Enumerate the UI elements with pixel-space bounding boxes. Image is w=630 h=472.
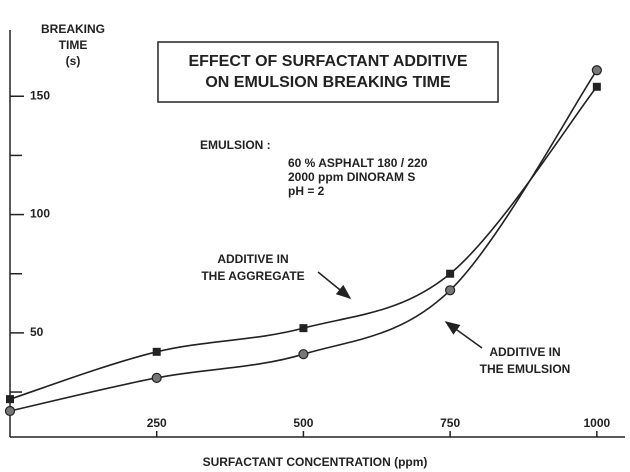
arrow <box>317 271 352 299</box>
x-label: SURFACTANT CONCENTRATION (ppm) <box>203 455 428 469</box>
point <box>445 285 456 296</box>
point <box>6 395 14 404</box>
y-label: (s) <box>66 54 81 68</box>
x-tick-label: 250 <box>147 416 167 430</box>
point <box>4 405 16 417</box>
annotation: ADDITIVE IN <box>217 252 288 266</box>
arrow <box>444 321 483 349</box>
point <box>591 65 602 76</box>
x-tick-label: 500 <box>293 416 313 430</box>
annotation: ADDITIVE IN <box>489 345 560 359</box>
x-tick-label: 1000 <box>583 416 610 430</box>
annotation: THE EMULSION <box>480 362 571 376</box>
chart-title: ON EMULSION BREAKING TIME <box>205 74 451 91</box>
chart-title: EFFECT OF SURFACTANT ADDITIVE <box>188 53 467 70</box>
point <box>592 82 601 91</box>
point <box>151 372 162 383</box>
annotation: THE AGGREGATE <box>201 269 304 283</box>
point <box>152 347 161 356</box>
point <box>446 269 455 278</box>
x-tick-label: 750 <box>440 416 460 430</box>
y-tick-label: 100 <box>30 207 50 221</box>
point <box>298 349 309 360</box>
y-tick-label: 50 <box>30 325 44 339</box>
y-label: TIME <box>59 38 88 52</box>
note-line: 60 % ASPHALT 180 / 220 <box>288 156 428 170</box>
series-line <box>9 69 598 412</box>
series-line <box>9 86 598 400</box>
note-line: 2000 ppm DINORAM S <box>288 170 415 184</box>
note-line: pH = 2 <box>288 184 325 198</box>
y-label: BREAKING <box>41 22 105 36</box>
point <box>299 324 308 333</box>
title-box <box>157 41 499 103</box>
note-heading: EMULSION : <box>200 138 271 152</box>
y-tick-label: 150 <box>30 88 50 102</box>
